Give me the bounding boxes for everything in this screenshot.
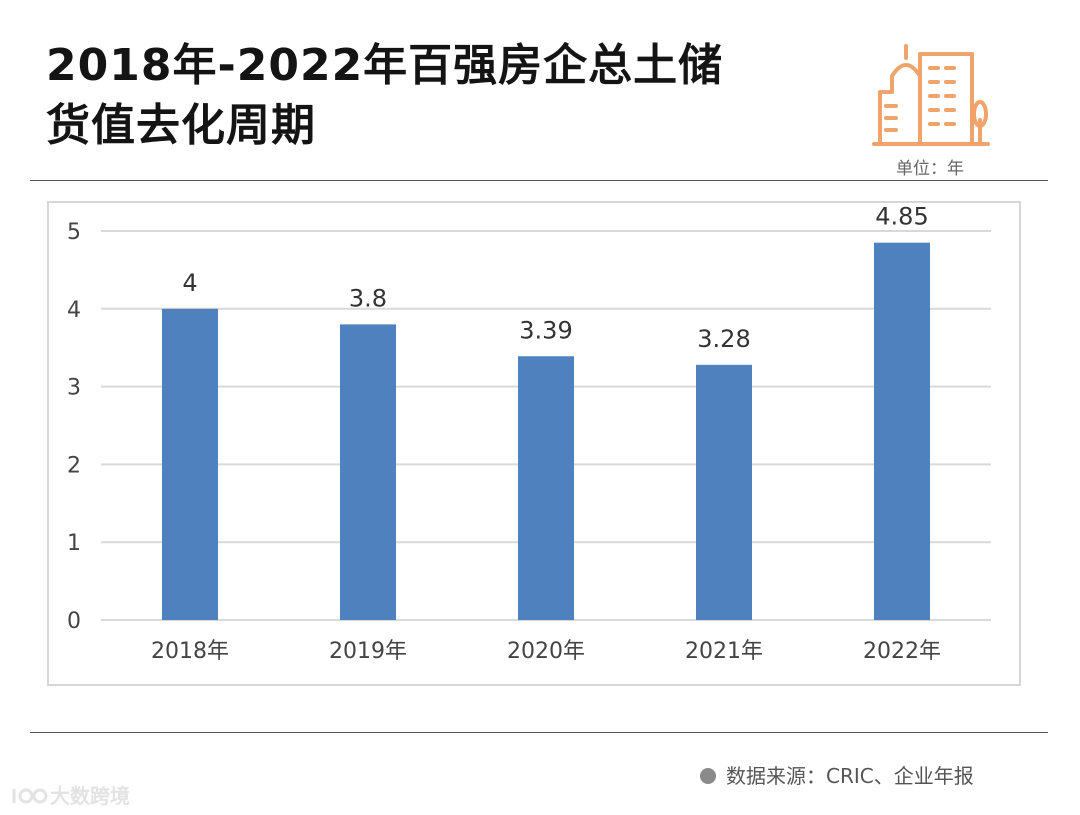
y-tick-label: 0	[67, 609, 81, 634]
bar	[340, 324, 396, 620]
header-divider	[30, 180, 1048, 181]
x-tick-label: 2021年	[685, 639, 763, 664]
data-label: 4	[182, 269, 197, 297]
dot-icon	[700, 768, 716, 784]
data-label: 3.8	[349, 284, 387, 312]
x-tick-label: 2022年	[863, 639, 941, 664]
x-tick-label: 2020年	[507, 639, 585, 664]
y-tick-label: 1	[67, 531, 81, 556]
source-note: 数据来源：CRIC、企业年报	[700, 760, 974, 789]
y-tick-label: 2	[67, 453, 81, 478]
city-buildings-icon	[872, 44, 990, 146]
unit-label: 单位：年	[896, 159, 964, 179]
y-tick-label: 4	[67, 298, 81, 323]
page-title: 2018年-2022年百强房企总土储 货值去化周期	[46, 36, 846, 156]
x-tick-label: 2019年	[329, 639, 407, 664]
bar-chart: 0 1 2 3 4 5 4 2018年 3.8 2019年 3.39 2020年 3.28 2021年 4.…	[67, 203, 991, 664]
title-line-2: 货值去化周期	[46, 100, 316, 151]
data-label: 4.85	[875, 203, 928, 231]
y-tick-label: 3	[67, 376, 81, 401]
x-tick-label: 2018年	[151, 639, 229, 664]
data-label: 3.28	[697, 325, 750, 353]
footer-divider	[30, 732, 1048, 733]
bar	[162, 308, 218, 620]
title-line-1: 2018年-2022年百强房企总土储	[46, 40, 724, 91]
source-text: 数据来源：CRIC、企业年报	[726, 764, 974, 788]
y-tick-label: 5	[67, 220, 81, 245]
watermark-text: 大数跨境	[50, 784, 130, 808]
data-label: 3.39	[519, 316, 572, 344]
bar	[518, 356, 574, 620]
bar	[874, 242, 930, 621]
watermark: 大数跨境	[10, 780, 130, 809]
bar	[696, 364, 752, 620]
watermark-logo-icon	[12, 788, 48, 804]
